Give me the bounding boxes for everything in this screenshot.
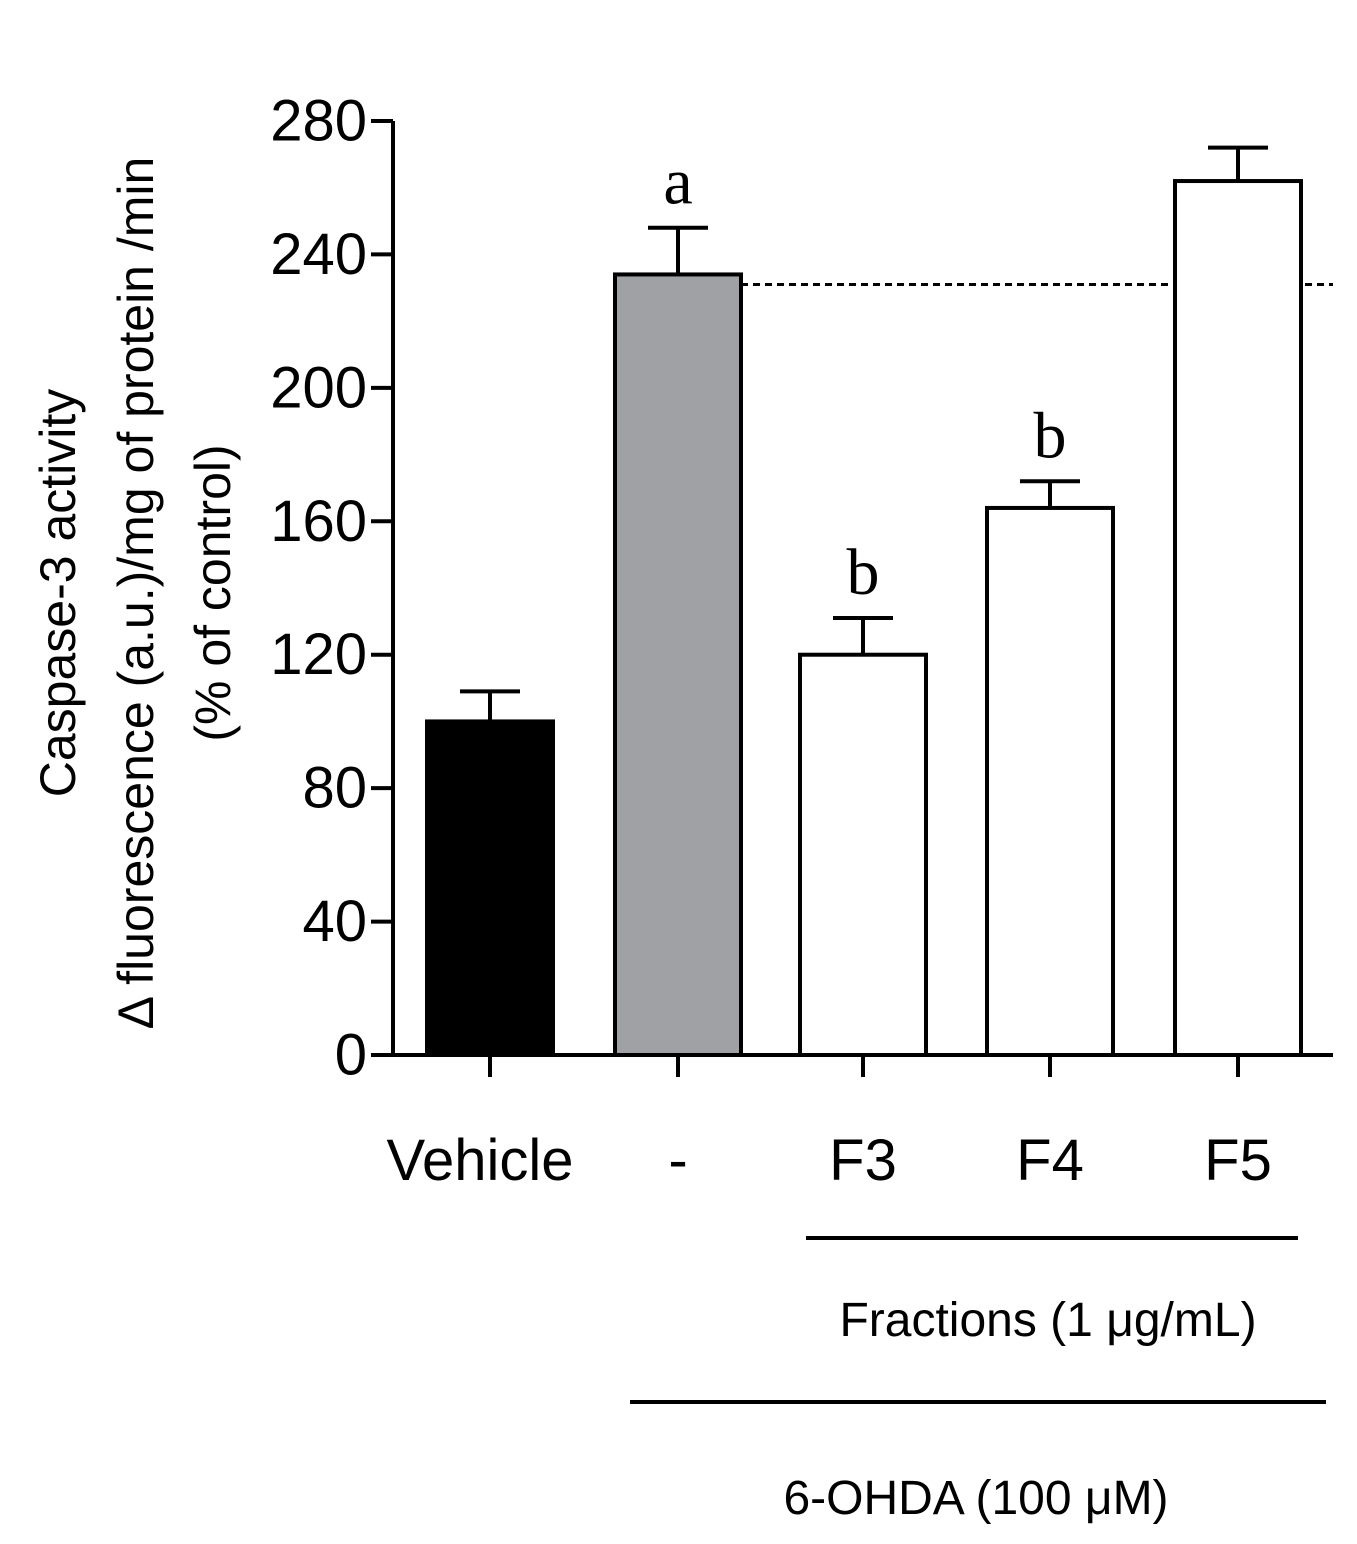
significance-label: b	[1034, 399, 1067, 472]
y-tick-label: 40	[302, 889, 367, 954]
x-tick-label: F5	[1204, 1128, 1272, 1193]
y-tick-label: 200	[270, 355, 367, 420]
y-tick-label: 80	[302, 756, 367, 821]
group-label: 6-OHDA (100 μM)	[783, 1472, 1168, 1525]
x-axis: Vehicle - F3 F4 F5	[386, 1053, 1333, 1193]
bar-f5	[1173, 179, 1303, 1058]
bar-ohda	[613, 272, 743, 1057]
x-tick-label: F4	[1016, 1128, 1084, 1193]
y-tick-label: 0	[335, 1023, 367, 1088]
y-axis-label-line: Δ fluorescence (a.u.)/mg of protein /min	[108, 157, 164, 1030]
x-tick-label: Vehicle	[386, 1128, 573, 1193]
y-axis-label: Caspase-3 activity Δ fluorescence (a.u.)/…	[30, 157, 241, 1030]
y-tick-label: 240	[270, 222, 367, 287]
y-axis: 0 40 80 120 160 200 240 280	[270, 89, 395, 1088]
bar-f4	[985, 505, 1115, 1057]
y-tick-label: 120	[270, 622, 367, 687]
significance-label: a	[663, 146, 692, 219]
significance-label: b	[847, 536, 880, 609]
group-label: Fractions (1 μg/mL)	[839, 1294, 1256, 1347]
y-axis-label-line: Caspase-3 activity	[30, 389, 86, 798]
y-tick-label: 160	[270, 489, 367, 554]
bars: a b b	[425, 145, 1303, 1058]
bar-f3	[798, 652, 928, 1057]
y-tick-label: 280	[270, 89, 367, 154]
y-axis-label-line: (% of control)	[185, 444, 241, 741]
x-tick-label: -	[668, 1128, 687, 1193]
x-tick-label: F3	[829, 1128, 897, 1193]
group-brackets: Fractions (1 μg/mL) 6-OHDA (100 μM)	[630, 1236, 1326, 1525]
bar-vehicle	[425, 719, 555, 1058]
